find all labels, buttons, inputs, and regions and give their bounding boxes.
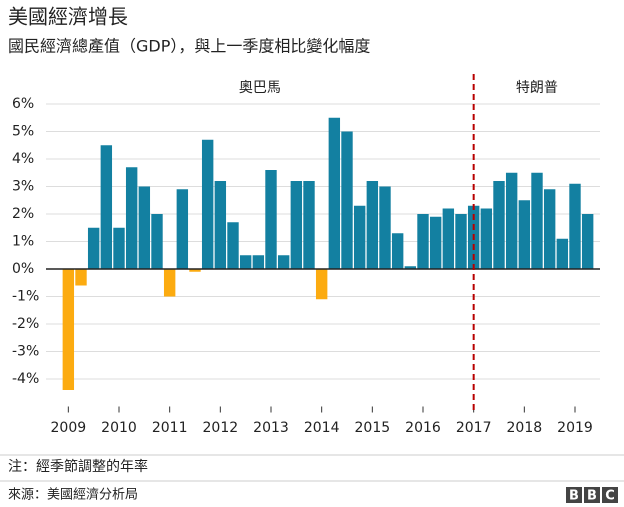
x-tick-label: 2015 xyxy=(355,420,391,436)
bar xyxy=(391,233,404,269)
bar xyxy=(543,189,556,269)
logo-box xyxy=(584,487,600,503)
bar xyxy=(353,205,366,269)
bar xyxy=(480,208,493,269)
bar xyxy=(404,266,417,269)
bar xyxy=(417,214,429,269)
bar xyxy=(227,222,239,269)
x-tick-label: 2018 xyxy=(507,420,543,436)
logo-letter: B xyxy=(587,489,597,504)
x-tick-label: 2010 xyxy=(101,420,137,436)
bar xyxy=(138,186,151,269)
bar xyxy=(214,181,227,269)
bar xyxy=(493,181,505,269)
bar xyxy=(176,189,189,269)
bar xyxy=(505,172,518,269)
note: 注：經季節調整的年率 xyxy=(8,458,148,475)
bar xyxy=(100,145,113,269)
x-tick-label: 2013 xyxy=(253,420,289,436)
y-tick-label: 3% xyxy=(12,179,34,195)
y-tick-label: -3% xyxy=(12,344,39,360)
y-tick-label: 4% xyxy=(12,151,34,167)
bar xyxy=(189,269,201,272)
bar xyxy=(239,255,252,269)
bar xyxy=(429,216,442,269)
bar xyxy=(315,269,328,300)
bar xyxy=(252,255,265,269)
bar xyxy=(163,269,176,297)
x-tick-label: 2019 xyxy=(557,420,593,436)
bar xyxy=(113,227,125,269)
bar xyxy=(366,181,379,269)
bar xyxy=(201,139,214,269)
logo-letter: B xyxy=(569,489,579,504)
y-tick-label: 0% xyxy=(12,261,34,277)
bar xyxy=(581,214,594,269)
bar xyxy=(87,227,100,269)
x-tick-label: 2009 xyxy=(51,420,87,436)
y-tick-label: -1% xyxy=(12,289,39,305)
y-tick-label: -2% xyxy=(12,316,39,332)
period-label: 特朗普 xyxy=(516,80,558,96)
y-tick-label: 2% xyxy=(12,206,34,222)
bar xyxy=(277,255,290,269)
x-tick-label: 2012 xyxy=(203,420,239,436)
bar xyxy=(328,117,341,269)
bar xyxy=(290,181,303,269)
bar xyxy=(151,214,163,269)
bar xyxy=(303,181,315,269)
bar xyxy=(442,208,455,269)
chart-title: 美國經濟增長 xyxy=(8,5,128,29)
period-label: 奧巴馬 xyxy=(239,80,281,96)
logo-letter: C xyxy=(605,489,615,504)
y-tick-label: -4% xyxy=(12,371,39,387)
x-tick-label: 2017 xyxy=(456,420,492,436)
y-tick-label: 6% xyxy=(12,96,34,112)
logo-box xyxy=(602,487,618,503)
source: 來源：美國經濟分析局 xyxy=(8,487,138,503)
bar xyxy=(569,183,581,269)
bar xyxy=(265,170,277,269)
bar xyxy=(531,172,543,269)
bar xyxy=(75,269,87,286)
logo-box xyxy=(566,487,582,503)
bar xyxy=(518,200,531,269)
y-tick-label: 1% xyxy=(12,234,34,250)
x-tick-label: 2011 xyxy=(152,420,188,436)
x-tick-label: 2014 xyxy=(304,420,340,436)
bar xyxy=(379,186,391,269)
bar xyxy=(455,214,467,269)
y-tick-label: 5% xyxy=(12,124,34,140)
bar xyxy=(62,269,75,390)
bar xyxy=(341,131,353,269)
bar xyxy=(125,167,138,269)
x-tick-label: 2016 xyxy=(405,420,441,436)
bar xyxy=(556,238,569,269)
chart-subtitle: 國民經濟總產值（GDP），與上一季度相比變化幅度 xyxy=(8,37,370,56)
